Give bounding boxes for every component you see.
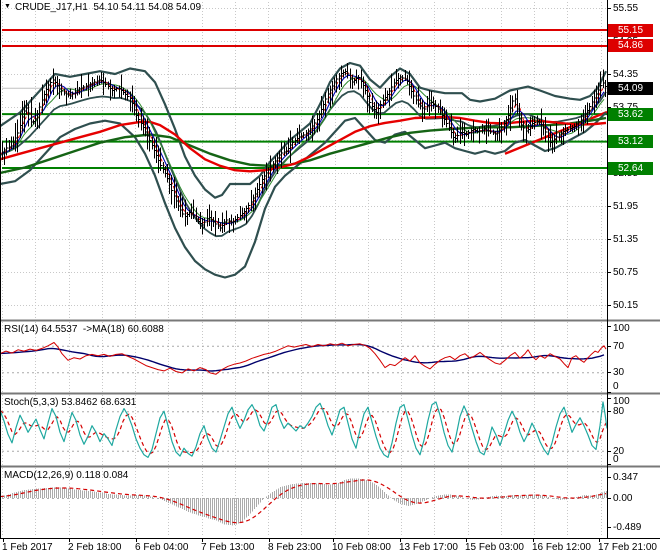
time-tick-label: 7 Feb 13:00 xyxy=(201,542,255,553)
time-tick-label: 1 Feb 2017 xyxy=(2,542,53,553)
price-bars xyxy=(2,62,608,237)
rsi-indicator-label: RSI(14) 64.5537 ->MA(18) 60.6088 xyxy=(4,324,164,335)
price-badge: 54.09 xyxy=(608,81,653,95)
price-badge: 53.12 xyxy=(608,135,653,149)
time-tick-label: 13 Feb 17:00 xyxy=(399,542,458,553)
rsi-tick-label: 30 xyxy=(613,367,625,379)
time-tick-label: 8 Feb 23:00 xyxy=(268,542,322,553)
macd-tick-label: -0.489 xyxy=(613,522,642,534)
stoch-tick-label: 100 xyxy=(613,396,630,407)
macd-signal-line xyxy=(0,479,607,524)
symbol-dropdown-icon[interactable]: ▼ xyxy=(4,3,11,10)
macd-panel xyxy=(2,478,607,526)
stoch-indicator-label: Stoch(5,3,3) 53.8462 68.6331 xyxy=(4,397,137,408)
rsi-tick-label: 70 xyxy=(613,340,625,352)
time-tick-label: 16 Feb 12:00 xyxy=(532,542,591,553)
ma-fast-blue-line xyxy=(0,74,605,225)
price-badge: 55.15 xyxy=(608,23,653,37)
rsi-tick-label: 100 xyxy=(613,323,630,334)
time-tick-label: 6 Feb 04:00 xyxy=(135,542,189,553)
chart-title: CRUDE_J17,H1 54.10 54.11 54.08 54.09 xyxy=(15,2,202,13)
stoch-tick-label: 0 xyxy=(613,454,619,465)
price-tick-label: 54.35 xyxy=(613,69,639,80)
price-tick-label: 51.95 xyxy=(613,201,639,212)
price-tick-label: 50.15 xyxy=(613,300,639,311)
ma-green-line xyxy=(0,116,607,175)
stoch-tick-label: 20 xyxy=(613,445,625,457)
price-tick-label: 50.75 xyxy=(613,267,639,278)
time-tick-label: 15 Feb 03:00 xyxy=(465,542,524,553)
price-tick-label: 55.55 xyxy=(613,3,639,14)
price-badge: 53.62 xyxy=(608,107,653,121)
rsi-panel xyxy=(0,342,607,375)
time-tick-label: 2 Feb 18:00 xyxy=(68,542,122,553)
grid-lines xyxy=(2,2,607,537)
stochastic-panel xyxy=(0,401,608,458)
frame-lines xyxy=(0,0,660,542)
macd-tick-label: 0.00 xyxy=(613,493,633,504)
macd-tick-label: 0.347 xyxy=(613,472,639,484)
rsi-tick-label: 0 xyxy=(613,381,619,392)
price-badge: 52.64 xyxy=(608,161,653,175)
time-tick-label: 17 Feb 21:00 xyxy=(598,542,657,553)
price-tick-label: 53.75 xyxy=(613,102,638,113)
time-tick-label: 10 Feb 08:00 xyxy=(332,542,391,553)
stoch-tick-label: 80 xyxy=(613,406,625,418)
ma-red-line xyxy=(0,115,607,173)
price-tick-label: 51.35 xyxy=(613,234,639,245)
price-badge: 54.86 xyxy=(608,39,653,53)
macd-indicator-label: MACD(12,26,9) 0.118 0.084 xyxy=(4,470,129,481)
